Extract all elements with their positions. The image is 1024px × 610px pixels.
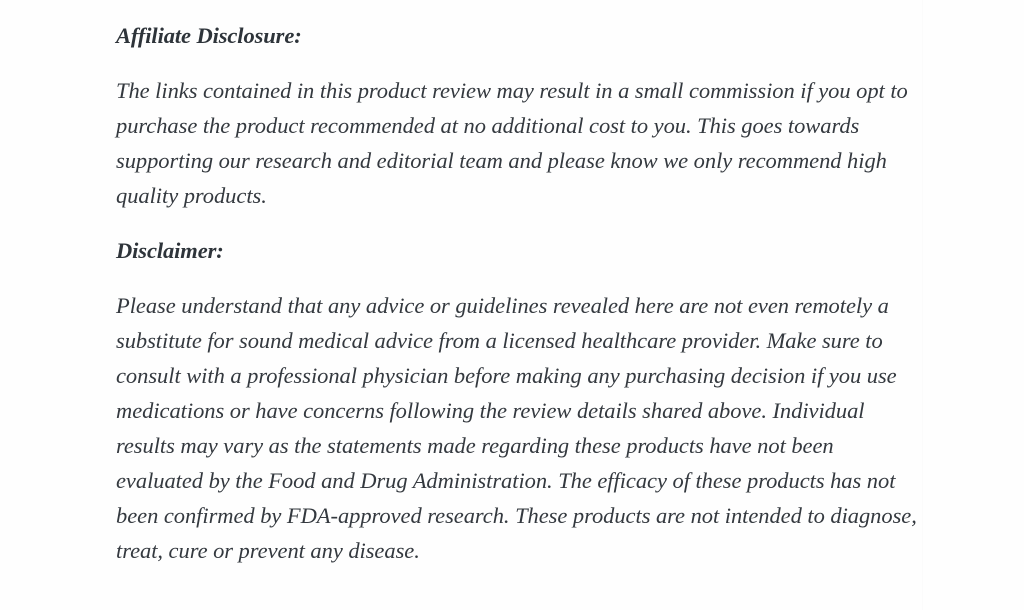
- disclaimer-paragraph: Please understand that any advice or gui…: [116, 293, 917, 563]
- affiliate-disclosure-paragraph: The links contained in this product revi…: [116, 78, 908, 208]
- article-body: Affiliate Disclosure: The links containe…: [116, 0, 922, 610]
- content-container-right-divider: [922, 0, 923, 610]
- disclaimer-heading: Disclaimer:: [116, 238, 224, 263]
- affiliate-disclosure-heading: Affiliate Disclosure:: [116, 23, 302, 48]
